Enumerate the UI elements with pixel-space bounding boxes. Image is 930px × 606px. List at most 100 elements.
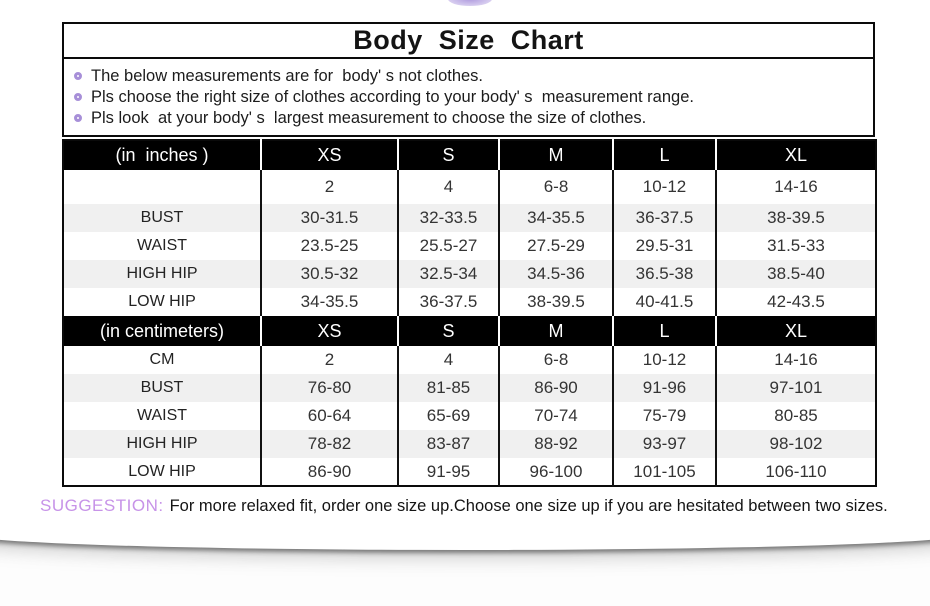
- size-value-cell: 60-64: [260, 402, 398, 430]
- table-row: BUST 76-80 81-85 86-90 91-96 97-101: [63, 374, 876, 402]
- row-label: LOW HIP: [128, 462, 196, 480]
- size-value-cell: 34-35.5: [498, 204, 613, 232]
- size-value-cell: 86-90: [260, 458, 398, 486]
- size-value-cell: 34.5-36: [498, 260, 613, 288]
- size-column-header: S: [397, 316, 499, 346]
- size-value-cell: 6-8: [498, 170, 613, 204]
- size-column-header: XS: [260, 140, 398, 170]
- note-line: The below measurements are for body' s n…: [72, 66, 865, 86]
- table-row: BUST 30-31.5 32-33.5 34-35.5 36-37.5 38-39.5: [63, 204, 876, 232]
- size-column-header: XL: [715, 140, 876, 170]
- size-value-cell: 40-41.5: [612, 288, 716, 316]
- size-value-cell: 38-39.5: [498, 288, 613, 316]
- size-value-cell: 31.5-33: [715, 232, 876, 260]
- size-table-body: (in inches ) XS S M L XL 2 4 6-8 10-12 14-16 BUST 30…: [63, 140, 876, 486]
- row-label: WAIST: [136, 237, 188, 254]
- size-value-cell: 98-102: [715, 430, 876, 458]
- table-row: 2 4 6-8 10-12 14-16: [63, 170, 876, 204]
- size-value-cell: 6-8: [498, 346, 613, 374]
- table-row: HIGH HIP 30.5-32 32.5-34 34.5-36 36.5-38 38.5…: [63, 260, 876, 288]
- size-value-cell: 23.5-25: [260, 232, 398, 260]
- table-header-row: (in inches ) XS S M L XL: [63, 140, 876, 170]
- size-column-header: XL: [715, 316, 876, 346]
- size-value-cell: 91-96: [612, 374, 716, 402]
- notes-box: The below measurements are for body' s n…: [62, 57, 875, 137]
- bullet-ring-icon: [74, 93, 82, 101]
- table-row: CM 2 4 6-8 10-12 14-16: [63, 346, 876, 374]
- size-value-cell: 80-85: [715, 402, 876, 430]
- row-label: BUST: [140, 209, 184, 226]
- size-value-cell: 36.5-38: [612, 260, 716, 288]
- unit-label: (in centimeters): [99, 320, 225, 341]
- size-value-cell: 36-37.5: [397, 288, 499, 316]
- unit-label: (in inches ): [115, 145, 209, 165]
- size-value-cell: 42-43.5: [715, 288, 876, 316]
- size-value-cell: 10-12: [612, 346, 716, 374]
- size-value-cell: 97-101: [715, 374, 876, 402]
- size-value-cell: 93-97: [612, 430, 716, 458]
- bullet-ring-icon: [74, 72, 82, 80]
- size-value-cell: 2: [260, 170, 398, 204]
- size-value-cell: 86-90: [498, 374, 613, 402]
- bullet-ring-icon: [74, 114, 82, 122]
- note-line: Pls choose the right size of clothes acc…: [72, 87, 865, 107]
- size-value-cell: 10-12: [612, 170, 716, 204]
- table-row: WAIST 23.5-25 25.5-27 27.5-29 29.5-31 31.5-33: [63, 232, 876, 260]
- size-value-cell: 30.5-32: [260, 260, 398, 288]
- size-value-cell: 4: [397, 346, 499, 374]
- suggestion-line: SUGGESTION: For more relaxed fit, order o…: [40, 496, 905, 516]
- table-row: LOW HIP 34-35.5 36-37.5 38-39.5 40-41.5 42-43…: [63, 288, 876, 316]
- row-label: [63, 170, 261, 204]
- size-value-cell: 106-110: [715, 458, 876, 486]
- note-text: Pls choose the right size of clothes acc…: [91, 87, 694, 106]
- size-column-header: M: [498, 316, 613, 346]
- size-value-cell: 34-35.5: [260, 288, 398, 316]
- note-text: Pls look at your body' s largest measure…: [91, 108, 647, 127]
- note-text: The below measurements are for body' s n…: [91, 66, 484, 85]
- row-label: HIGH HIP: [126, 265, 198, 282]
- size-value-cell: 2: [260, 346, 398, 374]
- note-line: Pls look at your body' s largest measure…: [72, 108, 865, 128]
- size-value-cell: 70-74: [498, 402, 613, 430]
- size-value-cell: 30-31.5: [260, 204, 398, 232]
- size-value-cell: 29.5-31: [612, 232, 716, 260]
- size-value-cell: 83-87: [397, 430, 499, 458]
- size-column-header: S: [397, 140, 499, 170]
- size-value-cell: 38-39.5: [715, 204, 876, 232]
- size-value-cell: 81-85: [397, 374, 499, 402]
- size-value-cell: 25.5-27: [397, 232, 499, 260]
- row-label: CM: [149, 351, 175, 368]
- size-table: (in inches ) XS S M L XL 2 4 6-8 10-12 14-16 BUST 30…: [62, 139, 877, 487]
- size-value-cell: 65-69: [397, 402, 499, 430]
- size-value-cell: 91-95: [397, 458, 499, 486]
- row-label: LOW HIP: [128, 293, 196, 310]
- size-column-header: M: [498, 140, 613, 170]
- size-column-header: XS: [260, 316, 398, 346]
- row-label: BUST: [140, 379, 184, 396]
- size-value-cell: 32-33.5: [397, 204, 499, 232]
- table-row: LOW HIP 86-90 91-95 96-100 101-105 106-110: [63, 458, 876, 486]
- size-value-cell: 38.5-40: [715, 260, 876, 288]
- table-row: WAIST 60-64 65-69 70-74 75-79 80-85: [63, 402, 876, 430]
- size-value-cell: 14-16: [715, 346, 876, 374]
- table-header-row: (in centimeters) XS S M L XL: [63, 316, 876, 346]
- size-column-header: L: [612, 316, 716, 346]
- size-value-cell: 14-16: [715, 170, 876, 204]
- size-value-cell: 88-92: [498, 430, 613, 458]
- size-column-header: L: [612, 140, 716, 170]
- size-value-cell: 78-82: [260, 430, 398, 458]
- size-value-cell: 36-37.5: [612, 204, 716, 232]
- row-label: WAIST: [136, 407, 188, 424]
- row-label: HIGH HIP: [126, 435, 198, 452]
- size-value-cell: 76-80: [260, 374, 398, 402]
- suggestion-text: For more relaxed fit, order one size up.…: [169, 497, 888, 515]
- table-row: HIGH HIP 78-82 83-87 88-92 93-97 98-102: [63, 430, 876, 458]
- suggestion-label: SUGGESTION:: [40, 496, 164, 515]
- page-title: Body Size Chart: [353, 25, 584, 55]
- size-value-cell: 101-105: [612, 458, 716, 486]
- title-box: Body Size Chart: [62, 22, 875, 59]
- size-value-cell: 27.5-29: [498, 232, 613, 260]
- size-value-cell: 4: [397, 170, 499, 204]
- size-value-cell: 96-100: [498, 458, 613, 486]
